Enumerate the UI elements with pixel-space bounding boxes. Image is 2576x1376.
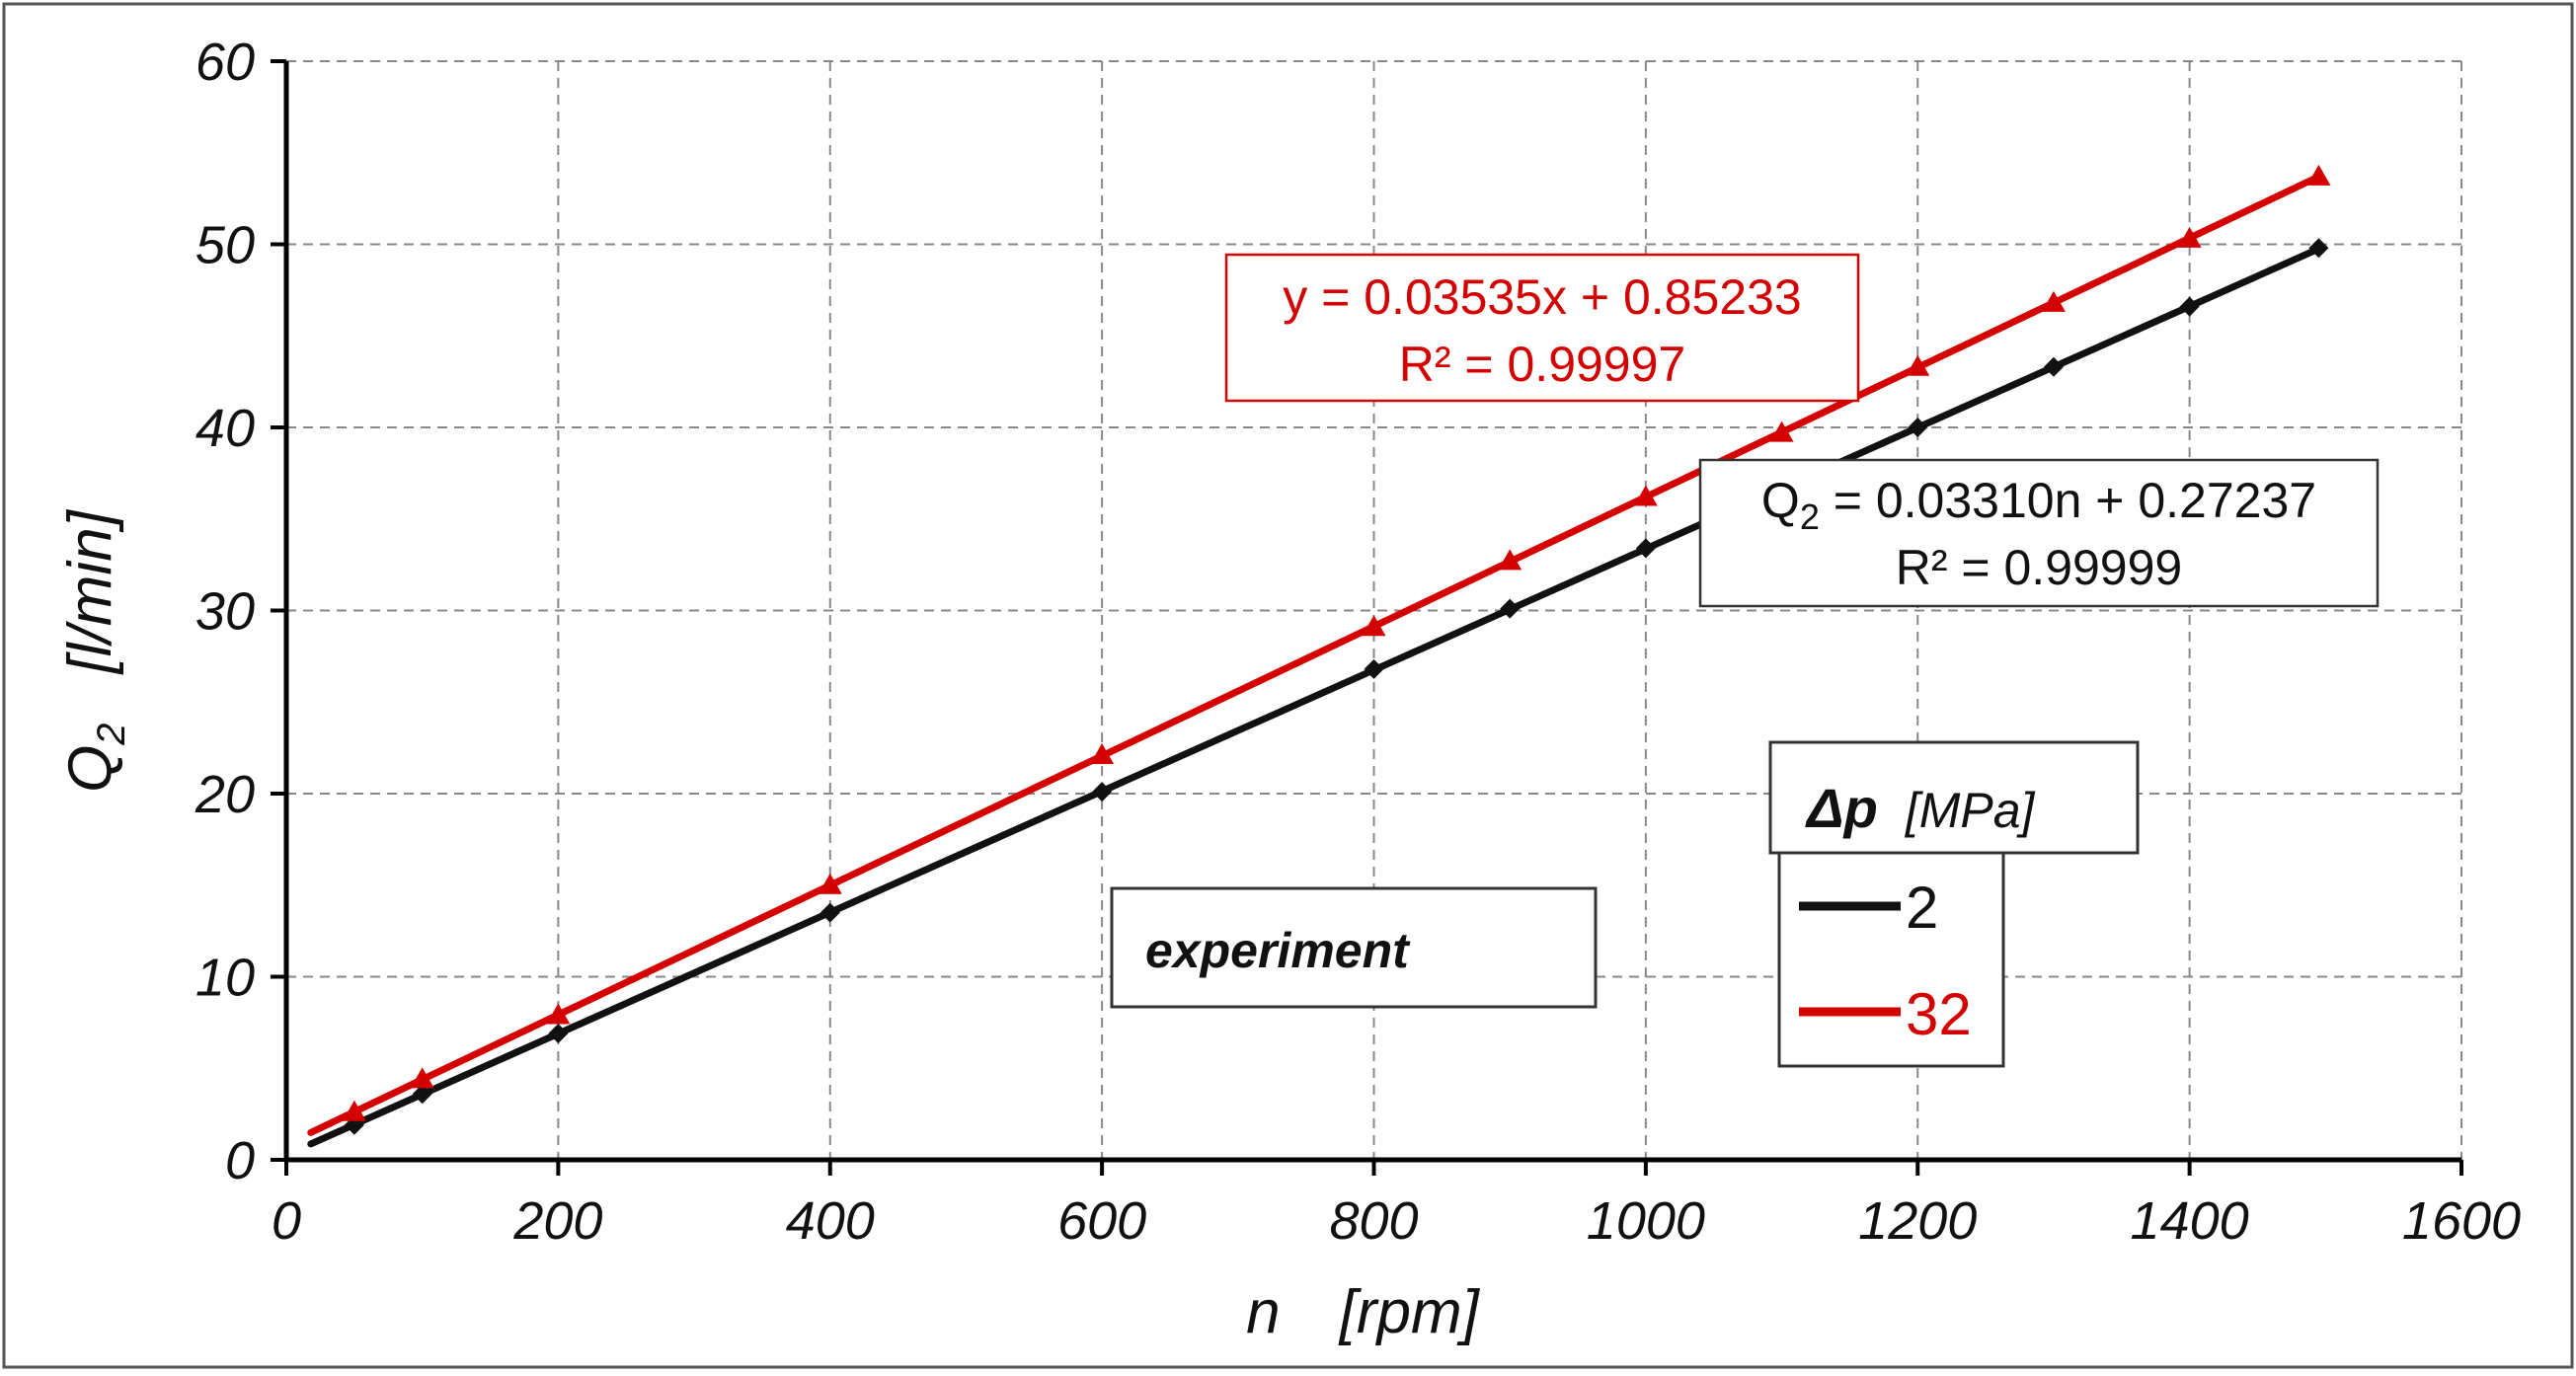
experiment-label-box: experiment [1110,886,1598,1009]
x-tick-label-1400: 1400 [2131,1191,2249,1251]
point-series-32-9 [1906,354,1930,376]
y-axis-unit: [l/min] [56,508,124,675]
red-equation-line1: y = 0.03535x + 0.85233 [1283,269,1801,325]
experiment-label: experiment [1145,923,1411,978]
point-series-2-2 [548,1024,569,1044]
y-axis-title: Q2 [l/min] [56,508,133,793]
y-tick-label-10: 10 [195,949,255,1008]
tick-labels: 0 200 400 600 800 1000 1200 1400 1600 0 10 20 30 40 50… [195,33,2521,1251]
point-series-32-10 [2041,290,2066,312]
y-axis-symbol: Q [56,745,124,793]
point-series-32-4 [1090,743,1115,765]
point-series-2-5 [1364,658,1384,679]
point-series-2-7 [1635,538,1656,559]
legend-items-box [1777,851,2005,1068]
point-series-32-7 [1633,485,1658,506]
x-axis-symbol: n [1246,1278,1280,1346]
black-equation-line1: Q2 = 0.03310n + 0.27237 [1761,473,2316,537]
x-tick-label-400: 400 [786,1191,875,1251]
x-axis-title: n [rpm] [1246,1278,1480,1346]
x-tick-label-800: 800 [1329,1191,1418,1251]
y-tick-label-50: 50 [195,216,255,275]
trendline-series-32 [307,173,2322,1136]
legend: Δp [MPa] 2 32 [1768,740,2140,1068]
point-series-2-6 [1500,598,1521,619]
x-tick-label-600: 600 [1057,1191,1146,1251]
point-series-2-9 [1908,418,1928,437]
y-tick-label-60: 60 [195,33,255,92]
x-tick-label-0: 0 [272,1191,301,1251]
point-series-32-5 [1362,615,1386,637]
point-series-2-10 [2043,356,2064,377]
point-series-2-11 [2179,296,2200,317]
black-equation-r2: R² = 0.99999 [1896,540,2182,595]
x-tick-label-200: 200 [512,1191,602,1251]
legend-title: Δp [MPa] [1805,777,2036,839]
black-equation-q: Q [1761,473,1800,528]
red-equation-r2: R² = 0.99997 [1399,337,1685,392]
red-equation-box: y = 0.03535x + 0.85233 R² = 0.99997 [1224,253,1860,403]
y-axis-subscript: 2 [90,723,133,745]
point-series-32-3 [818,873,842,894]
point-series-32-11 [2177,226,2202,248]
point-series-32-8 [1769,420,1794,442]
legend-label-32: 32 [1906,981,1972,1047]
point-series-2-3 [820,902,840,923]
legend-label-2: 2 [1906,875,1938,941]
point-series-32-2 [546,1003,571,1025]
point-series-32-1 [410,1067,434,1089]
point-series-32-6 [1498,549,1522,571]
x-tick-label-1600: 1600 [2402,1191,2521,1251]
y-tick-label-30: 30 [195,582,255,642]
point-series-2-12 [2308,238,2329,259]
x-tick-label-1000: 1000 [1587,1191,1705,1251]
black-equation-box: Q2 = 0.03310n + 0.27237 R² = 0.99999 [1698,458,2380,608]
legend-title-unit: [MPa] [1905,783,2036,838]
axes [271,59,2463,1176]
legend-title-symbol: Δp [1805,777,1878,839]
y-tick-label-20: 20 [195,765,255,824]
y-tick-label-40: 40 [195,399,255,458]
point-series-2-1 [412,1084,432,1105]
y-tick-label-0: 0 [225,1131,255,1190]
x-tick-label-1200: 1200 [1858,1191,1977,1251]
point-series-32-0 [342,1100,366,1121]
point-series-32-12 [2306,164,2331,186]
trendline-series-2 [307,245,2322,1148]
point-series-2-4 [1092,782,1113,803]
legend-title-box [1768,740,2140,855]
black-equation-rest: = 0.03310n + 0.27237 [1820,473,2316,528]
x-axis-unit: [rpm] [1338,1278,1481,1346]
black-equation-subscript: 2 [1800,497,1820,537]
